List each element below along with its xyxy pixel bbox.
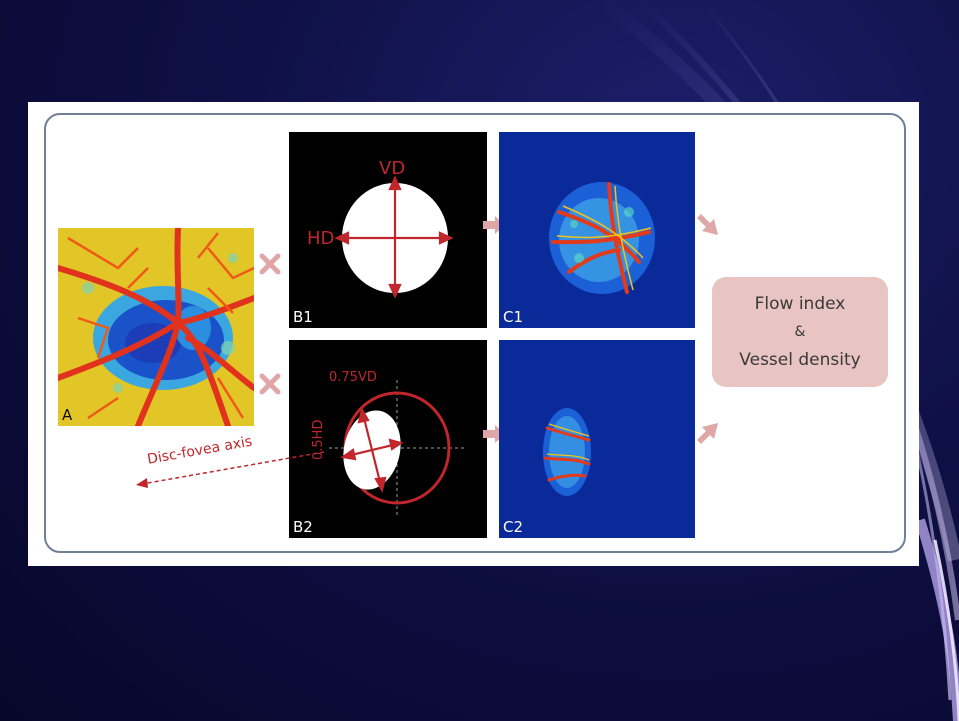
flow-index-vessel-density-box: Flow index & Vessel density [712, 277, 888, 387]
multiply-symbol-bottom [259, 373, 281, 395]
disc-fovea-axis-arrow [136, 451, 325, 488]
result-line-ampersand: & [794, 324, 806, 340]
panel-a-label: A [62, 406, 73, 424]
arrow-c2-to-result [697, 423, 718, 444]
panel-b1-mask: VD HD B1 [289, 132, 487, 328]
panel-b2-label: B2 [293, 518, 313, 536]
figure-card: A VD HD B1 [28, 102, 919, 566]
panel-b1-label: B1 [293, 308, 313, 326]
panel-a-heatmap: A [58, 228, 254, 426]
arrow-c1-to-result [697, 214, 718, 235]
panel-c2-flow-map: C2 [499, 340, 695, 538]
hd-label: HD [307, 228, 335, 249]
result-line-vessel-density: Vessel density [739, 350, 861, 370]
panel-b2-mask: 0.75VD 0.5HD B2 [289, 340, 487, 538]
result-line-flow-index: Flow index [754, 294, 846, 314]
vd-label: VD [379, 158, 406, 179]
panel-c1-flow-map: C1 [499, 132, 695, 328]
figure-frame [44, 113, 906, 553]
vd75-label: 0.75VD [329, 370, 377, 385]
panel-c2-label: C2 [503, 518, 524, 536]
multiply-symbol-top [259, 253, 281, 275]
panel-c1-label: C1 [503, 308, 524, 326]
